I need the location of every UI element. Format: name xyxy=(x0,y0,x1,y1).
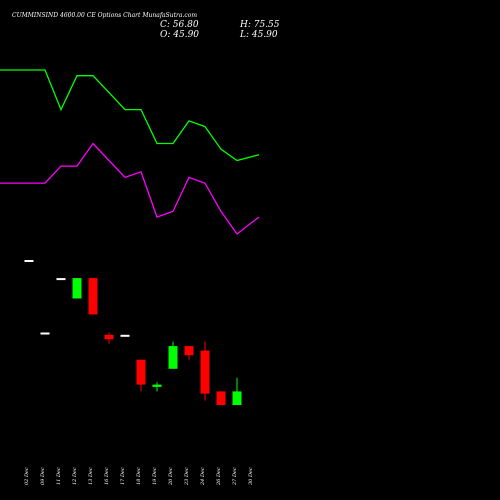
candle-body xyxy=(72,278,82,299)
candle xyxy=(136,359,146,392)
candle-body xyxy=(152,384,162,387)
candles-group xyxy=(24,260,242,405)
close-value: C: 56.80 xyxy=(160,20,199,30)
x-tick-label: 19 Dec xyxy=(152,467,158,485)
x-tick-label: 20 Dec xyxy=(168,467,174,486)
candle-body xyxy=(136,359,146,385)
candle xyxy=(40,332,50,335)
x-axis: 02 Dec 09 Dec 11 Dec 12 Dec 13 Dec 16 Dec 17 D… xyxy=(24,467,254,486)
candle-body xyxy=(40,332,50,335)
candle-body xyxy=(168,346,178,369)
x-tick-label: 27 Dec xyxy=(232,467,238,486)
chart-title: CUMMINSIND 4600.00 CE Options Chart Muna… xyxy=(12,12,197,19)
open-value: O: 45.90 xyxy=(160,30,199,40)
candle-body xyxy=(184,346,194,356)
candle xyxy=(88,278,98,315)
indicator-line-2 xyxy=(0,142,260,235)
x-tick-label: 09 Dec xyxy=(40,467,46,485)
candle-body xyxy=(104,334,114,340)
candle xyxy=(200,341,210,401)
candle xyxy=(216,391,226,405)
candle xyxy=(184,346,194,360)
candle-body xyxy=(56,278,66,281)
candle-body xyxy=(24,260,34,262)
candle xyxy=(104,332,114,344)
low-value: L: 45.90 xyxy=(239,30,278,40)
x-tick-label: 18 Dec xyxy=(136,467,142,485)
candle xyxy=(232,377,242,405)
x-tick-label: 16 Dec xyxy=(104,467,110,485)
candle xyxy=(168,341,178,369)
x-tick-label: 30 Dec xyxy=(248,467,254,485)
candle xyxy=(72,278,82,299)
indicator-line-1 xyxy=(0,69,260,162)
candle-body xyxy=(120,334,130,337)
x-tick-label: 02 Dec xyxy=(24,467,30,485)
candle-body xyxy=(200,350,210,394)
candle-body xyxy=(216,391,226,405)
candle xyxy=(120,334,130,337)
x-tick-label: 23 Dec xyxy=(184,467,190,486)
indicator-lines xyxy=(0,69,260,235)
x-tick-label: 11 Dec xyxy=(56,467,62,485)
candle-body xyxy=(88,278,98,315)
candle-body xyxy=(232,391,242,405)
x-tick-label: 12 Dec xyxy=(72,467,78,485)
x-tick-label: 24 Dec xyxy=(200,467,206,486)
candle xyxy=(152,382,162,392)
x-tick-label: 26 Dec xyxy=(216,467,222,486)
x-tick-label: 17 Dec xyxy=(120,467,126,485)
x-tick-label: 13 Dec xyxy=(88,467,94,485)
candle xyxy=(24,260,34,262)
candle xyxy=(56,278,66,281)
high-value: H: 75.55 xyxy=(239,20,280,30)
